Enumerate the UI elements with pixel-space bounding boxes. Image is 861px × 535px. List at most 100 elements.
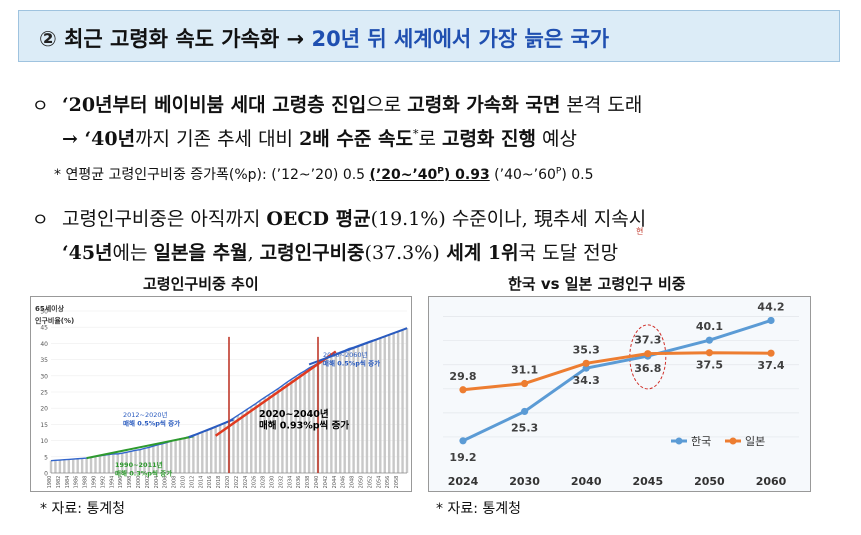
bar xyxy=(174,439,177,473)
bar xyxy=(298,373,302,473)
bullet-2-text-m: 도달 전망 xyxy=(536,242,619,264)
footnote-part-d: (’40~’60P) 0.5 xyxy=(494,166,594,183)
bar xyxy=(165,442,168,473)
section-number: ② xyxy=(39,27,57,51)
right-chart-title: 한국 vs 일본 고령인구 비중 xyxy=(508,275,686,293)
x-tick-label: 2016 xyxy=(207,476,213,489)
y-tick-label: 15 xyxy=(40,422,48,429)
bar xyxy=(250,406,253,473)
x-tick-label: 2032 xyxy=(278,476,284,489)
x-tick-label: 2014 xyxy=(198,476,204,489)
data-point xyxy=(459,437,467,445)
bar xyxy=(138,449,142,473)
bar xyxy=(294,376,297,473)
bar xyxy=(272,391,275,473)
x-tick-label: 2028 xyxy=(261,476,267,489)
right-chart-panel: 19.2 25.3 34.3 36.8 40.1 44.2 29.8 31.1 35.3 37.3… xyxy=(428,296,811,492)
bar xyxy=(281,385,284,473)
bar xyxy=(365,342,369,473)
data-point xyxy=(644,350,652,358)
data-point xyxy=(582,359,590,367)
x-tick-label: 2040 xyxy=(571,475,602,488)
bar xyxy=(392,333,395,473)
data-label: 40.1 xyxy=(696,320,723,333)
bullet-2-text-c: (19.1%) xyxy=(370,208,446,230)
legend-label: 일본 xyxy=(745,434,765,448)
bar xyxy=(80,458,84,473)
bullet-marker-2: ㅇ xyxy=(32,210,49,231)
bar xyxy=(192,435,195,473)
bullet-1-text-f: 까지 기존 추세 대비 xyxy=(135,128,300,150)
bar xyxy=(396,331,400,473)
bar xyxy=(76,458,79,473)
bar xyxy=(67,459,71,473)
bar xyxy=(201,431,204,473)
bar xyxy=(72,459,75,473)
bar xyxy=(290,379,293,473)
bar xyxy=(98,455,102,473)
bar xyxy=(370,340,373,473)
bar xyxy=(276,388,280,473)
trend-line-2020-2040 xyxy=(214,350,337,437)
x-tick-label: 2050 xyxy=(694,475,725,488)
x-tick-label: 2034 xyxy=(287,476,293,489)
y-tick-label: 20 xyxy=(40,406,48,413)
bar xyxy=(89,457,93,473)
y-tick-label: 40 xyxy=(40,341,48,348)
y-axis-label: 인구비율(%) xyxy=(35,316,74,325)
section-title: ② 최근 고령화 속도 가속화 → 20년 뒤 세계에서 가장 늙은 국가 xyxy=(39,23,609,53)
x-tick-label: 2026 xyxy=(252,476,258,489)
data-label: 29.8 xyxy=(449,370,476,383)
x-tick-label: 2000 xyxy=(136,476,142,489)
bar xyxy=(379,337,382,473)
x-tick-label: 1990 xyxy=(92,476,98,489)
bullet-2-text-h: , xyxy=(247,242,260,264)
data-point xyxy=(705,336,713,344)
title-arrow: → xyxy=(286,27,305,51)
bar xyxy=(58,460,62,473)
bar xyxy=(383,336,386,473)
section-title-bar: ② 최근 고령화 속도 가속화 → 20년 뒤 세계에서 가장 늙은 국가 xyxy=(18,10,840,62)
annotation-label: 2012~2020년 xyxy=(123,410,168,419)
x-tick-label: 1988 xyxy=(83,476,89,489)
left-source: * 자료: 통계청 xyxy=(40,501,126,517)
data-label: 44.2 xyxy=(757,300,784,313)
bullet-2-text-f: 에는 xyxy=(112,242,154,264)
bar xyxy=(343,350,346,473)
bullet-1-emph-i: 고령화 진행 xyxy=(441,128,536,150)
trend-line-2012-2020 xyxy=(188,418,234,439)
y-tick-label: 5 xyxy=(44,454,48,461)
bar xyxy=(361,344,364,473)
data-label: 37.4 xyxy=(757,359,784,372)
x-tick-label: 1984 xyxy=(65,476,71,489)
x-tick-label: 2020 xyxy=(225,476,231,489)
annotation-label: 매해 0.5%p씩 증가 xyxy=(323,359,380,368)
annotation-label: 매해 0.5%p씩 증가 xyxy=(123,419,180,428)
x-tick-label: 2058 xyxy=(394,476,400,489)
bar xyxy=(161,443,164,473)
bullet-1-emph-a: ‘20년부터 베이비붐 세대 고령층 진입 xyxy=(62,94,367,116)
bullet-2-emph-k: 세계 1위 xyxy=(439,242,519,264)
series-line xyxy=(462,351,772,392)
y-tick-label: 45 xyxy=(40,325,48,332)
data-point xyxy=(705,349,713,357)
trend-line-1990-2011 xyxy=(86,435,194,460)
y-tick-label: 25 xyxy=(40,390,48,397)
x-tick-label: 2010 xyxy=(181,476,187,489)
bullet-2-emph-i: 고령인구비중 xyxy=(259,242,365,264)
data-label: 35.3 xyxy=(573,343,600,356)
legend-swatch-dot xyxy=(729,437,737,445)
legend-label: 한국 xyxy=(691,435,711,448)
left-chart-title: 고령인구비중 추이 xyxy=(143,275,259,293)
bar xyxy=(258,400,262,473)
bullet-1-emph-g: 2배 수준 속도 xyxy=(299,128,413,150)
bullet-1-line-1: ‘20년부터 베이비붐 세대 고령층 진입으로 고령화 가속화 국면 본격 도래 xyxy=(62,90,642,117)
bar xyxy=(125,452,128,473)
x-tick-label: 1982 xyxy=(56,476,62,489)
x-tick-label: 2022 xyxy=(234,476,240,489)
bar xyxy=(187,436,191,473)
footnote: * 연평균 고령인구비중 증가폭(%p): (’12~’20) 0.5 (’20… xyxy=(54,164,594,184)
bar xyxy=(223,422,226,473)
bullet-1-text-j: 예상 xyxy=(535,128,577,150)
